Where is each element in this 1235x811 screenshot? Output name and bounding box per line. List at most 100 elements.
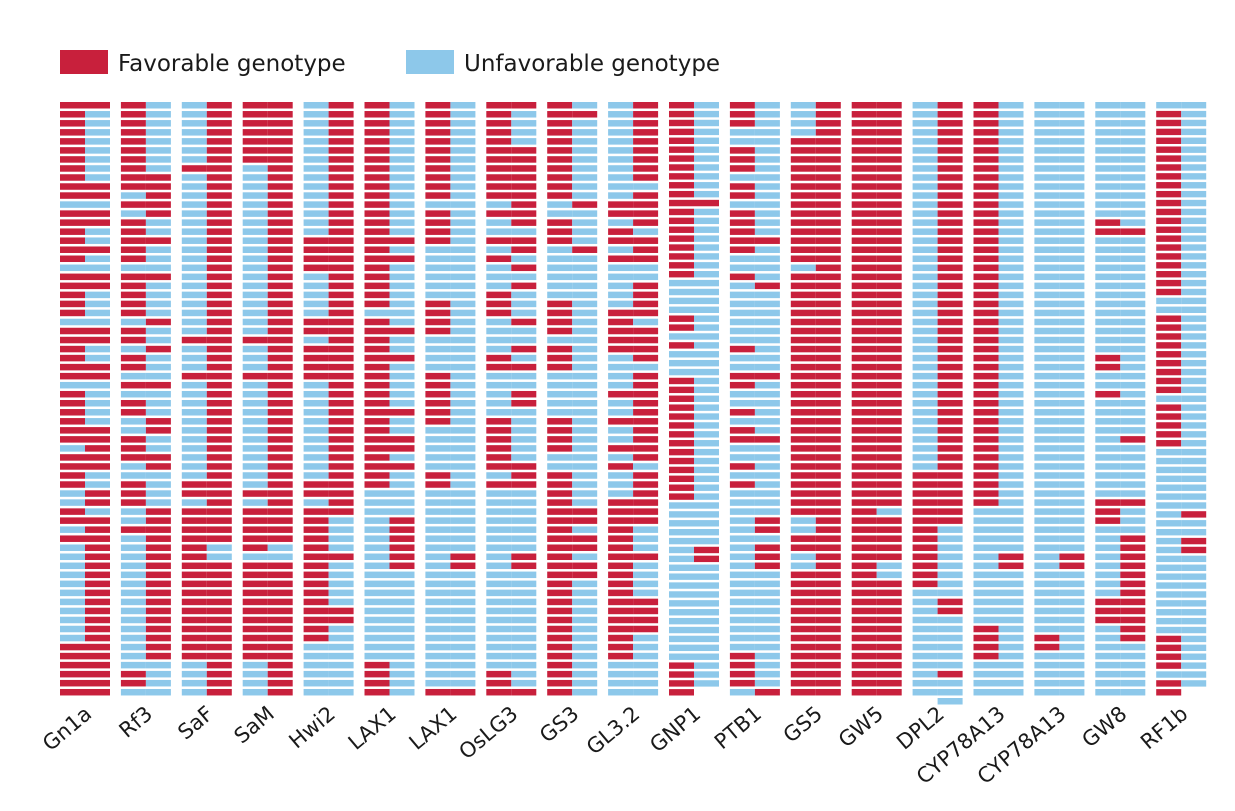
genotype-cell [998,219,1024,226]
genotype-cell [120,526,146,533]
genotype-cell [389,598,415,606]
genotype-cell [85,183,110,190]
genotype-cell [267,183,293,190]
genotype-cell [486,688,512,696]
genotype-cell [547,210,573,217]
genotype-cell [633,147,659,154]
genotype-cell [450,409,476,416]
genotype-cell [389,553,415,561]
genotype-cell [912,562,938,570]
genotype-cell [973,679,999,687]
genotype-cell [1034,490,1060,497]
genotype-cell [450,418,476,425]
genotype-cell [790,454,816,461]
genotype-cell [851,643,877,651]
genotype-cell [1095,463,1121,470]
genotype-cell [364,192,390,199]
genotype-cell [790,652,816,660]
genotype-cell [120,354,146,362]
genotype-cell [608,309,634,317]
genotype-cell [572,643,598,651]
genotype-cell [937,102,963,109]
genotype-cell [876,273,902,281]
genotype-cell [973,418,999,425]
genotype-cell [572,363,598,371]
legend-swatch [60,50,108,74]
genotype-cell [511,201,537,208]
genotype-cell [303,625,329,633]
genotype-cell [572,589,598,597]
genotype-cell [937,418,963,425]
genotype-cell [206,562,232,570]
genotype-cell [937,147,963,154]
genotype-cell [1120,237,1146,244]
genotype-cell [912,517,938,524]
genotype-cell [754,282,780,290]
genotype-cell [729,345,755,353]
genotype-cell [1120,490,1146,497]
genotype-cell [145,372,171,380]
genotype-cell [633,165,659,172]
genotype-cell [815,688,841,696]
genotype-cell [328,436,354,443]
genotype-cell [181,318,207,326]
genotype-cell [181,327,207,335]
genotype-cell [912,228,938,235]
genotype-cell [998,390,1024,398]
genotype-cell [85,535,110,542]
genotype-cell [912,318,938,326]
genotype-cell [694,110,719,118]
genotype-cell [912,291,938,299]
genotype-cell [608,183,634,190]
genotype-cell [60,436,85,443]
genotype-cell [608,336,634,344]
genotype-cell [973,219,999,226]
genotype-cell [998,156,1024,163]
genotype-cell [1120,499,1146,506]
genotype-cell [633,246,659,253]
genotype-cell [1059,652,1085,660]
genotype-cell [973,354,999,362]
genotype-cell [364,661,390,669]
genotype-cell [120,472,146,479]
genotype-cell [85,246,110,253]
genotype-cell [633,129,659,136]
genotype-cell [547,354,573,362]
genotype-cell [729,499,755,506]
genotype-cell [303,138,329,145]
genotype-cell [511,643,537,651]
genotype-cell [511,345,537,353]
genotype-cell [633,255,659,263]
genotype-cell [145,688,171,696]
genotype-cell [1034,228,1060,235]
genotype-cell [572,607,598,615]
genotype-cell [486,183,512,190]
genotype-cell [912,129,938,136]
genotype-cell [669,342,694,349]
genotype-cell [1034,616,1060,624]
genotype-cell [1181,208,1207,216]
genotype-cell [242,625,268,633]
genotype-cell [729,643,755,651]
genotype-cell [389,210,415,217]
genotype-cell [486,580,512,588]
genotype-cell [973,147,999,154]
genotype-cell [328,643,354,651]
genotype-cell [790,201,816,208]
genotype-cell [633,363,659,371]
genotype-cell [973,508,999,515]
genotype-cell [876,436,902,443]
genotype-cell [486,562,512,570]
genotype-cell [1034,670,1060,678]
genotype-cell [1034,192,1060,199]
genotype-cell [912,643,938,651]
genotype-cell [242,454,268,461]
genotype-cell [181,147,207,154]
genotype-cell [450,454,476,461]
genotype-cell [973,562,999,570]
genotype-cell [364,291,390,299]
genotype-cell [1120,418,1146,425]
genotype-cell [242,345,268,353]
genotype-cell [267,282,293,290]
genotype-cell [120,102,146,109]
